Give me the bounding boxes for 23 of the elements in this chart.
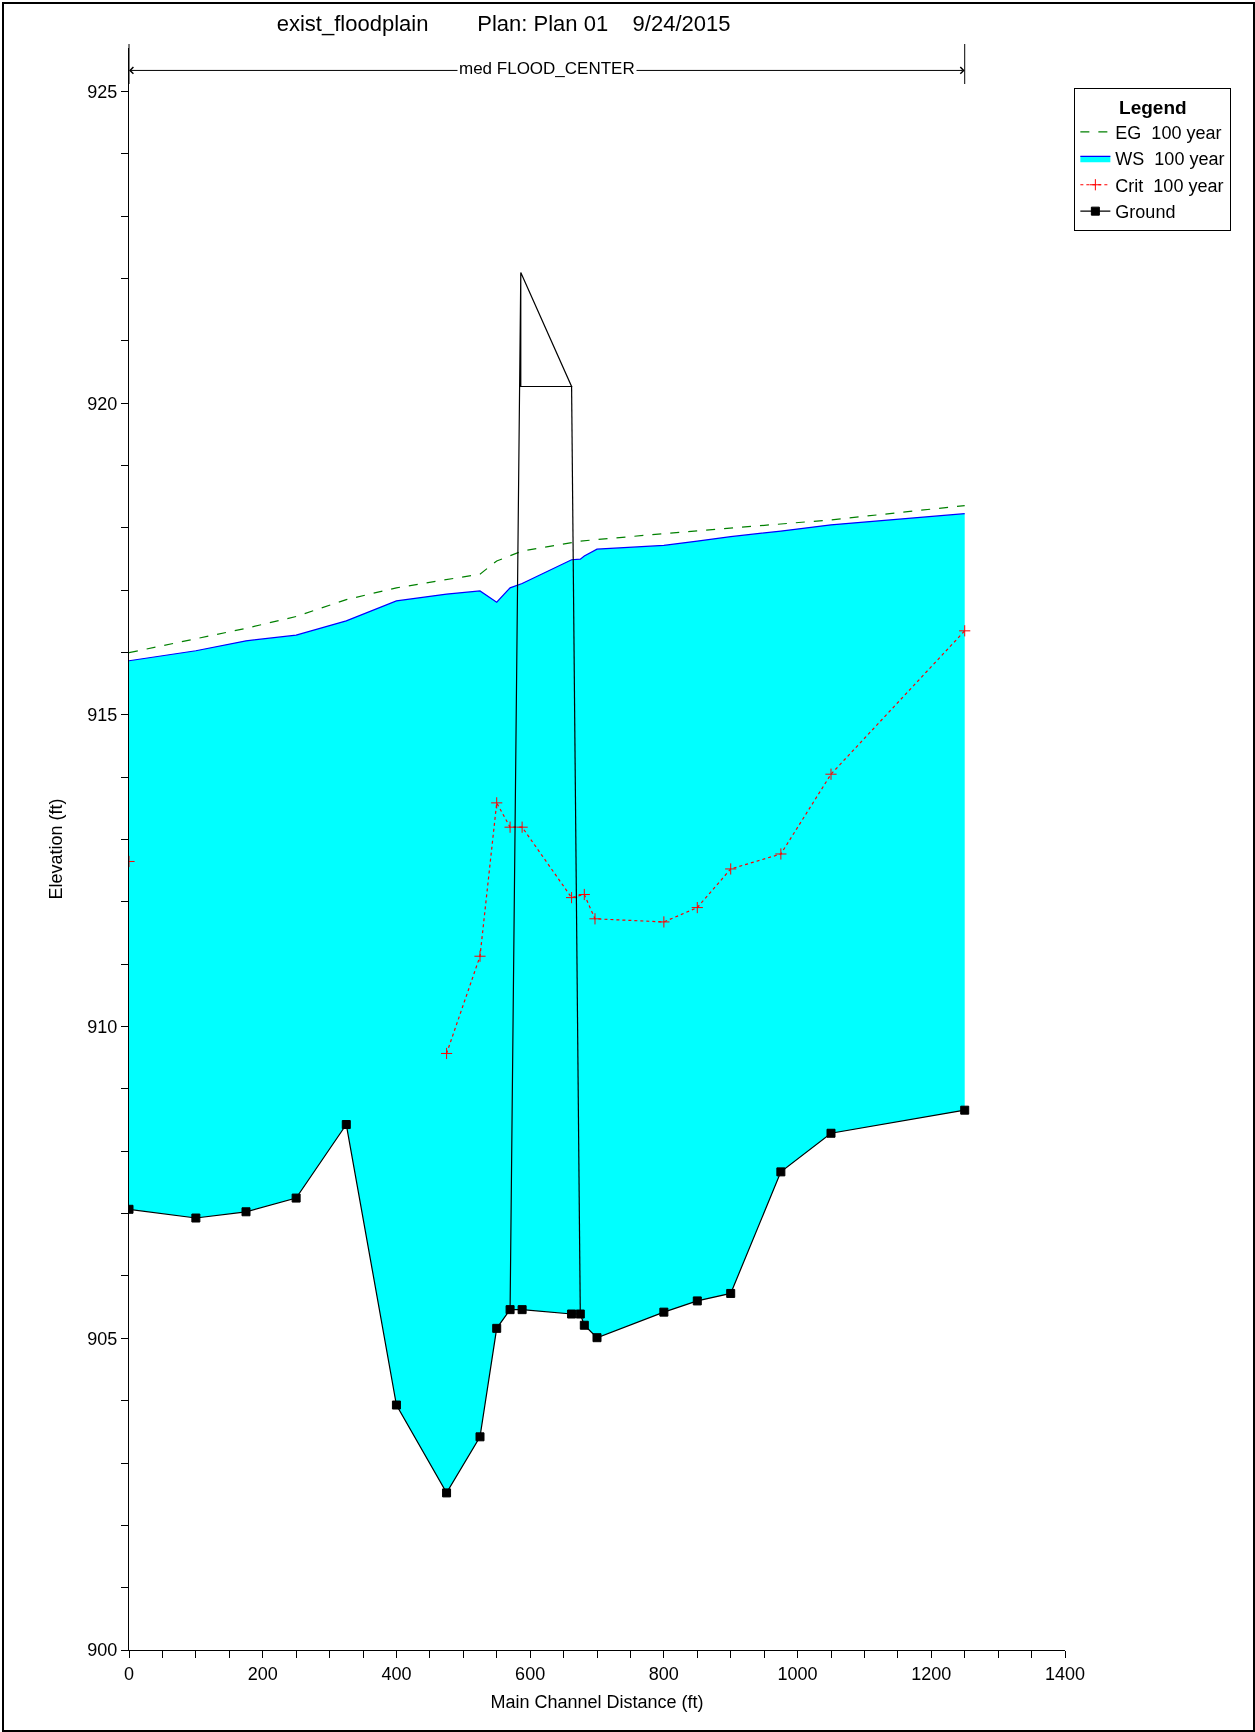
chart-title: exist_floodplain Plan: Plan 01 9/24/2015 [276, 11, 731, 37]
legend-label: Ground [1115, 202, 1176, 223]
legend-title: Legend [1119, 96, 1187, 118]
x-tick-label: 1400 [1044, 1663, 1086, 1684]
x-tick-label: 200 [247, 1663, 278, 1684]
x-tick-label: 600 [515, 1663, 546, 1684]
y-tick-label: 915 [87, 705, 118, 726]
annotation: med FLOOD_CENTER [459, 59, 635, 78]
x-axis-title: Main Channel Distance (ft) [490, 1691, 704, 1712]
y-tick-label: 925 [87, 81, 118, 102]
y-tick-label: 900 [87, 1640, 118, 1661]
y-axis-title: Elevation (ft) [45, 798, 66, 900]
legend-label: WS 100 year [1115, 149, 1225, 170]
y-tick-label: 920 [87, 393, 118, 414]
y-tick-label: 905 [87, 1328, 118, 1349]
x-tick-label: 400 [381, 1663, 412, 1684]
x-tick-label: 800 [648, 1663, 679, 1684]
x-tick-label: 1200 [911, 1663, 952, 1684]
x-tick-label: 1000 [777, 1663, 818, 1684]
x-tick-label: 0 [123, 1663, 135, 1684]
legend-label: Crit 100 year [1115, 175, 1224, 196]
y-tick-label: 910 [87, 1016, 118, 1037]
legend-label: EG 100 year [1115, 122, 1222, 143]
